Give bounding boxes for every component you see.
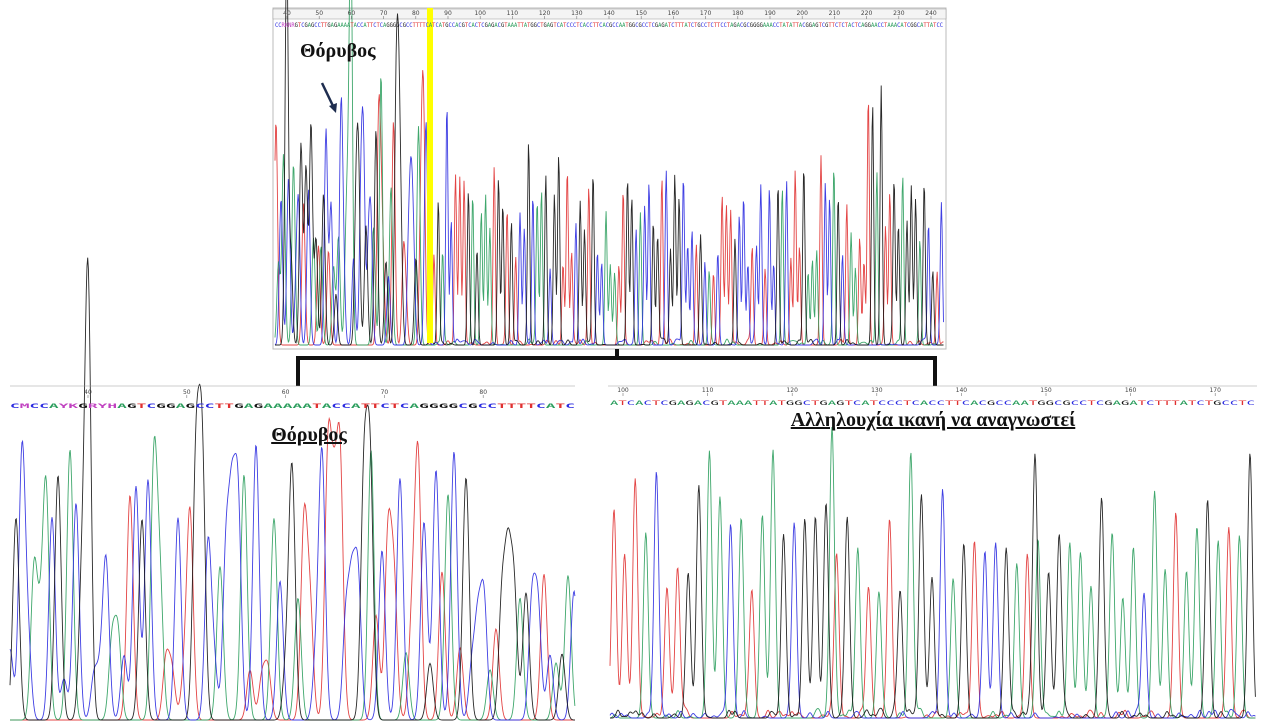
- ruler-label: 150: [635, 10, 647, 17]
- ruler-label: 70: [380, 10, 388, 17]
- ruler-label: 110: [702, 387, 714, 394]
- ruler-label: 140: [956, 387, 968, 394]
- ruler-label: 180: [732, 10, 744, 17]
- left-title: Θόρυβος: [271, 424, 347, 446]
- ruler-label: 90: [444, 10, 452, 17]
- ruler-label: 220: [861, 10, 873, 17]
- trace: [609, 472, 1256, 719]
- ruler-label: 100: [474, 10, 486, 17]
- ruler-label: 160: [668, 10, 680, 17]
- bracket: [296, 349, 937, 386]
- ruler-label: 200: [796, 10, 808, 17]
- trace: [610, 453, 1256, 719]
- ruler-label: 120: [539, 10, 551, 17]
- ruler-label: 240: [925, 10, 937, 17]
- trace: [609, 426, 1256, 719]
- ruler-label: 170: [1209, 387, 1221, 394]
- ruler-label: 80: [479, 389, 487, 396]
- ruler-label: 120: [786, 387, 798, 394]
- ruler-label: 100: [617, 387, 629, 394]
- ruler-label: 60: [348, 10, 356, 17]
- trace: [9, 439, 576, 721]
- ruler-label: 230: [893, 10, 905, 17]
- ruler-label: 60: [282, 389, 290, 396]
- trace: [10, 435, 576, 721]
- right-title: Αλληλουχία ικανή να αναγνωστεί: [791, 409, 1076, 431]
- ruler-label: 140: [603, 10, 615, 17]
- ruler-label: 190: [764, 10, 776, 17]
- trace: [274, 0, 944, 346]
- ruler-label: 210: [829, 10, 841, 17]
- ruler-label: 80: [412, 10, 420, 17]
- ruler-label: 50: [183, 389, 191, 396]
- ruler-label: 160: [1125, 387, 1137, 394]
- ruler-label: 110: [507, 10, 519, 17]
- ruler-label: 130: [871, 387, 883, 394]
- top-ruler-bar: [272, 8, 947, 20]
- sequence: CCRKNRGTCGAGCCTTGAGAAAATACCATTCTCAGGGGCG…: [275, 22, 943, 29]
- ruler-label: 70: [381, 389, 389, 396]
- ruler-label: 150: [1040, 387, 1052, 394]
- trace: [9, 257, 575, 721]
- noise-annotation: Θόρυβος: [300, 40, 376, 62]
- highlight-bar: [427, 8, 433, 343]
- arrow: [320, 82, 336, 109]
- ruler-label: 40: [84, 389, 92, 396]
- ruler-label: 50: [315, 10, 323, 17]
- arrow-head: [329, 103, 337, 113]
- ruler-label: 170: [700, 10, 712, 17]
- traces: [9, 0, 1256, 721]
- ruler-label: 40: [283, 10, 291, 17]
- trace: [275, 0, 944, 346]
- ruler-label: 130: [571, 10, 583, 17]
